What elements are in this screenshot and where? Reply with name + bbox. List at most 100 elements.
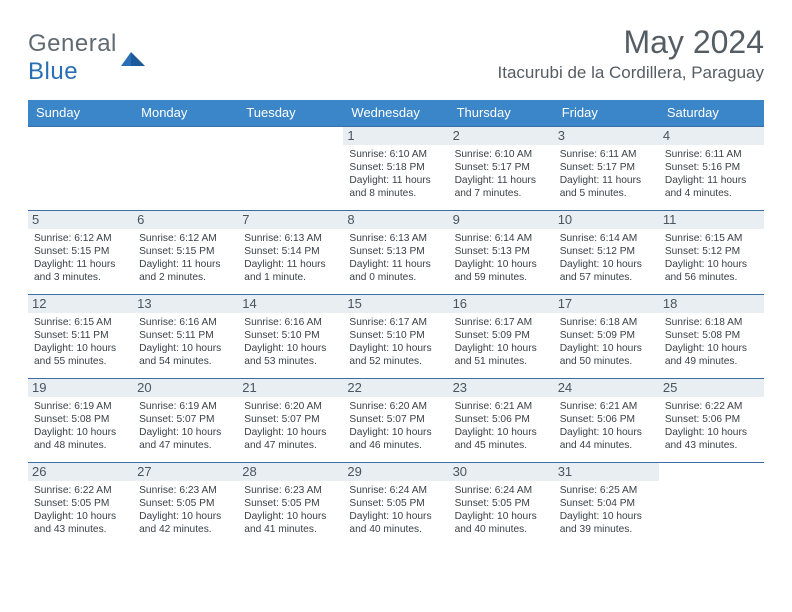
- day-number: 17: [554, 295, 659, 313]
- day-info: Sunrise: 6:11 AMSunset: 5:17 PMDaylight:…: [560, 148, 653, 200]
- day-info: Sunrise: 6:21 AMSunset: 5:06 PMDaylight:…: [560, 400, 653, 452]
- day-number: 10: [554, 211, 659, 229]
- weekday-header: Tuesday: [238, 100, 343, 126]
- logo-part1: General: [28, 30, 117, 57]
- day-number: 18: [659, 295, 764, 313]
- location-label: Itacurubi de la Cordillera, Paraguay: [498, 63, 764, 83]
- day-number: 9: [449, 211, 554, 229]
- day-info: Sunrise: 6:11 AMSunset: 5:16 PMDaylight:…: [665, 148, 758, 200]
- day-info: Sunrise: 6:16 AMSunset: 5:11 PMDaylight:…: [139, 316, 232, 368]
- calendar-cell: 31Sunrise: 6:25 AMSunset: 5:04 PMDayligh…: [554, 462, 659, 546]
- calendar-cell: 21Sunrise: 6:20 AMSunset: 5:07 PMDayligh…: [238, 378, 343, 462]
- day-info: Sunrise: 6:13 AMSunset: 5:13 PMDaylight:…: [349, 232, 442, 284]
- logo: General Blue: [28, 24, 147, 86]
- day-info: Sunrise: 6:12 AMSunset: 5:15 PMDaylight:…: [139, 232, 232, 284]
- day-number: 24: [554, 379, 659, 397]
- day-number: 5: [28, 211, 133, 229]
- day-number: 7: [238, 211, 343, 229]
- day-number: 20: [133, 379, 238, 397]
- day-number: 19: [28, 379, 133, 397]
- day-info: Sunrise: 6:17 AMSunset: 5:10 PMDaylight:…: [349, 316, 442, 368]
- calendar-cell-empty: [133, 126, 238, 210]
- logo-text: General Blue: [28, 30, 117, 86]
- calendar-cell: 15 Sunrise: 6:17 AMSunset: 5:10 PMDayligh…: [343, 294, 448, 378]
- day-info: Sunrise: 6:14 AMSunset: 5:12 PMDaylight:…: [560, 232, 653, 284]
- calendar-cell: 23 Sunrise: 6:21 AMSunset: 5:06 PMDayligh…: [449, 378, 554, 462]
- calendar-cell: 11 Sunrise: 6:15 AMSunset: 5:12 PMDayligh…: [659, 210, 764, 294]
- logo-part2: Blue: [28, 58, 78, 85]
- calendar-page: General Blue May 2024 Itacurubi de la Co…: [0, 0, 792, 546]
- weekday-header: Wednesday: [343, 100, 448, 126]
- day-info: Sunrise: 6:15 AMSunset: 5:11 PMDaylight:…: [34, 316, 127, 368]
- calendar-cell: 17 Sunrise: 6:18 AMSunset: 5:09 PMDayligh…: [554, 294, 659, 378]
- day-number: 27: [133, 463, 238, 481]
- weekday-header: Monday: [133, 100, 238, 126]
- day-number: 11: [659, 211, 764, 229]
- calendar-cell: 5 Sunrise: 6:12 AMSunset: 5:15 PMDaylight…: [28, 210, 133, 294]
- day-info: Sunrise: 6:22 AMSunset: 5:05 PMDaylight:…: [34, 484, 127, 536]
- calendar-cell-empty: [659, 462, 764, 546]
- day-info: Sunrise: 6:18 AMSunset: 5:08 PMDaylight:…: [665, 316, 758, 368]
- day-info: Sunrise: 6:15 AMSunset: 5:12 PMDaylight:…: [665, 232, 758, 284]
- day-info: Sunrise: 6:14 AMSunset: 5:13 PMDaylight:…: [455, 232, 548, 284]
- calendar-body: 1 Sunrise: 6:10 AMSunset: 5:18 PMDaylight…: [28, 126, 764, 546]
- day-number: 12: [28, 295, 133, 313]
- day-number: 29: [343, 463, 448, 481]
- day-info: Sunrise: 6:12 AMSunset: 5:15 PMDaylight:…: [34, 232, 127, 284]
- day-number: 4: [659, 127, 764, 145]
- logo-mark-icon: [121, 48, 147, 68]
- day-info: Sunrise: 6:19 AMSunset: 5:07 PMDaylight:…: [139, 400, 232, 452]
- calendar-cell: 30Sunrise: 6:24 AMSunset: 5:05 PMDayligh…: [449, 462, 554, 546]
- calendar-cell: 28Sunrise: 6:23 AMSunset: 5:05 PMDayligh…: [238, 462, 343, 546]
- day-info: Sunrise: 6:24 AMSunset: 5:05 PMDaylight:…: [349, 484, 442, 536]
- calendar-cell: 8 Sunrise: 6:13 AMSunset: 5:13 PMDaylight…: [343, 210, 448, 294]
- calendar-cell: 12 Sunrise: 6:15 AMSunset: 5:11 PMDayligh…: [28, 294, 133, 378]
- day-info: Sunrise: 6:23 AMSunset: 5:05 PMDaylight:…: [139, 484, 232, 536]
- day-number: 28: [238, 463, 343, 481]
- calendar-cell: 1 Sunrise: 6:10 AMSunset: 5:18 PMDaylight…: [343, 126, 448, 210]
- calendar-cell: 20 Sunrise: 6:19 AMSunset: 5:07 PMDayligh…: [133, 378, 238, 462]
- calendar-cell: 13Sunrise: 6:16 AMSunset: 5:11 PMDayligh…: [133, 294, 238, 378]
- day-info: Sunrise: 6:25 AMSunset: 5:04 PMDaylight:…: [560, 484, 653, 536]
- calendar-cell-empty: [28, 126, 133, 210]
- calendar-cell: 29 Sunrise: 6:24 AMSunset: 5:05 PMDayligh…: [343, 462, 448, 546]
- day-number: 21: [238, 379, 343, 397]
- day-info: Sunrise: 6:18 AMSunset: 5:09 PMDaylight:…: [560, 316, 653, 368]
- calendar-cell: 19 Sunrise: 6:19 AMSunset: 5:08 PMDayligh…: [28, 378, 133, 462]
- day-info: Sunrise: 6:10 AMSunset: 5:18 PMDaylight:…: [349, 148, 442, 200]
- day-info: Sunrise: 6:10 AMSunset: 5:17 PMDaylight:…: [455, 148, 548, 200]
- calendar-cell: 27 Sunrise: 6:23 AMSunset: 5:05 PMDayligh…: [133, 462, 238, 546]
- day-number: 25: [659, 379, 764, 397]
- calendar-cell: 7Sunrise: 6:13 AMSunset: 5:14 PMDaylight…: [238, 210, 343, 294]
- day-number: 22: [343, 379, 448, 397]
- calendar-header-row: SundayMondayTuesdayWednesdayThursdayFrid…: [28, 100, 764, 126]
- day-number: 6: [133, 211, 238, 229]
- day-number: 3: [554, 127, 659, 145]
- header: General Blue May 2024 Itacurubi de la Co…: [28, 24, 764, 86]
- calendar-cell: 26 Sunrise: 6:22 AMSunset: 5:05 PMDayligh…: [28, 462, 133, 546]
- calendar-cell: 22 Sunrise: 6:20 AMSunset: 5:07 PMDayligh…: [343, 378, 448, 462]
- day-info: Sunrise: 6:19 AMSunset: 5:08 PMDaylight:…: [34, 400, 127, 452]
- day-number: 26: [28, 463, 133, 481]
- calendar-cell: 10 Sunrise: 6:14 AMSunset: 5:12 PMDayligh…: [554, 210, 659, 294]
- weekday-header: Saturday: [659, 100, 764, 126]
- calendar-cell: 14Sunrise: 6:16 AMSunset: 5:10 PMDayligh…: [238, 294, 343, 378]
- day-info: Sunrise: 6:24 AMSunset: 5:05 PMDaylight:…: [455, 484, 548, 536]
- day-number: 1: [343, 127, 448, 145]
- calendar-cell: 3 Sunrise: 6:11 AMSunset: 5:17 PMDaylight…: [554, 126, 659, 210]
- title-block: May 2024 Itacurubi de la Cordillera, Par…: [498, 24, 764, 83]
- calendar-cell: 6 Sunrise: 6:12 AMSunset: 5:15 PMDaylight…: [133, 210, 238, 294]
- day-info: Sunrise: 6:21 AMSunset: 5:06 PMDaylight:…: [455, 400, 548, 452]
- calendar-cell-empty: [238, 126, 343, 210]
- weekday-header: Friday: [554, 100, 659, 126]
- day-number: 16: [449, 295, 554, 313]
- day-number: 15: [343, 295, 448, 313]
- day-info: Sunrise: 6:16 AMSunset: 5:10 PMDaylight:…: [244, 316, 337, 368]
- calendar-cell: 4 Sunrise: 6:11 AMSunset: 5:16 PMDaylight…: [659, 126, 764, 210]
- weekday-header: Thursday: [449, 100, 554, 126]
- day-number: 8: [343, 211, 448, 229]
- day-info: Sunrise: 6:20 AMSunset: 5:07 PMDaylight:…: [349, 400, 442, 452]
- day-info: Sunrise: 6:17 AMSunset: 5:09 PMDaylight:…: [455, 316, 548, 368]
- day-number: 23: [449, 379, 554, 397]
- day-number: 2: [449, 127, 554, 145]
